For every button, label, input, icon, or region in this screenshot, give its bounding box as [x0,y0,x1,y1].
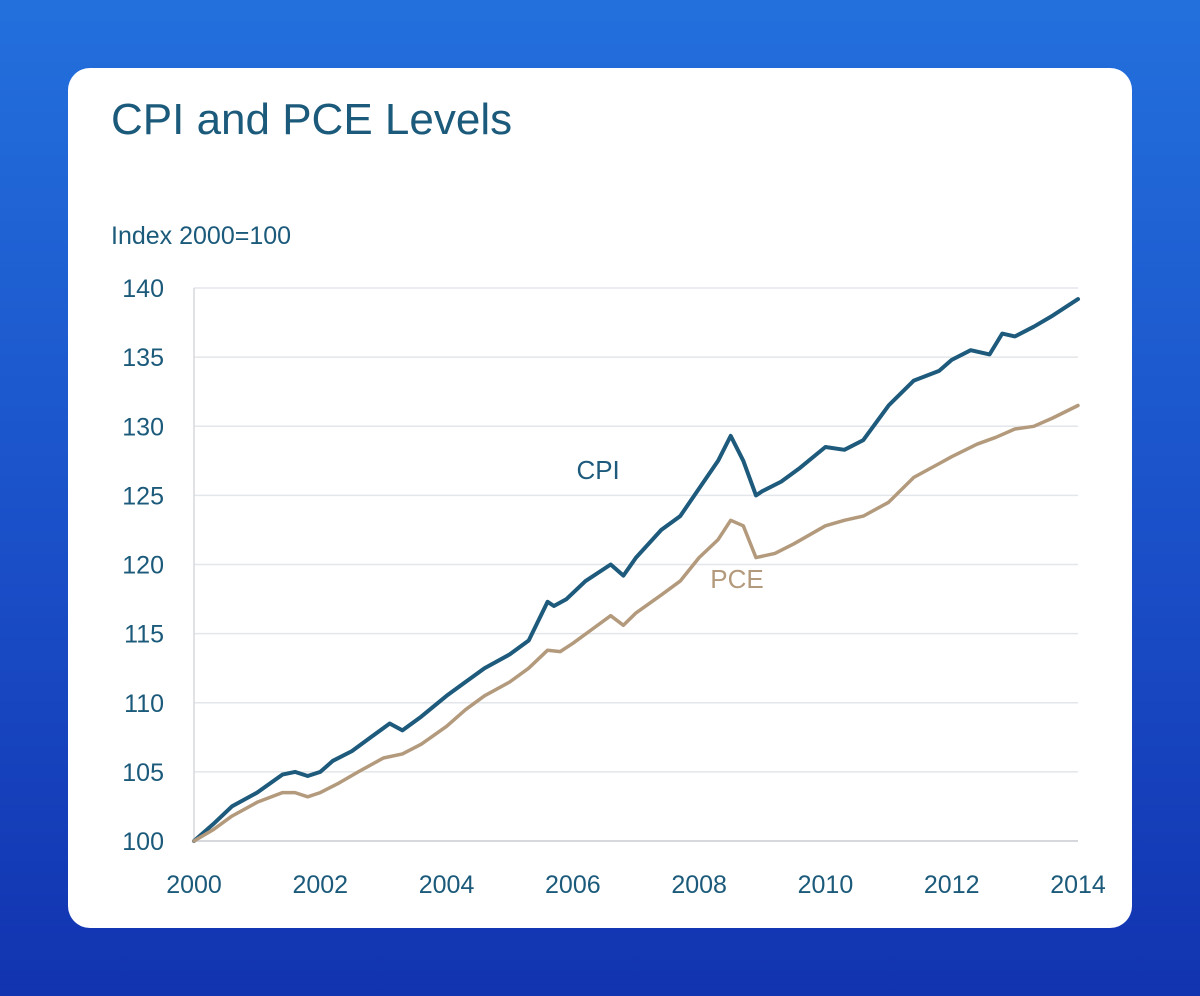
y-tick-label: 120 [122,552,164,580]
y-tick-label: 115 [124,621,164,649]
x-tick-label: 2012 [924,871,980,899]
series-annotations: CPI PCE [576,455,763,594]
y-tick-label: 105 [122,759,164,787]
x-tick-label: 2006 [545,871,601,899]
chart-card: CPI and PCE Levels Index 2000=100 100 105… [68,68,1132,928]
series-line-pce [192,403,1080,843]
x-tick-label: 2000 [166,871,222,899]
y-tick-label: 140 [122,275,164,303]
series-line-cpi [192,297,1080,843]
x-tick-labels: 2000 2002 2004 2006 2008 2010 2012 2014 [166,871,1106,899]
x-tick-label: 2010 [798,871,854,899]
annotation-pce: PCE [710,564,763,594]
x-tick-label: 2004 [419,871,475,899]
gridlines [194,287,1078,773]
y-tick-label: 100 [122,828,164,856]
y-tick-label: 110 [124,690,164,718]
annotation-cpi: CPI [576,455,619,485]
x-tick-label: 2008 [671,871,727,899]
y-tick-label: 125 [122,482,164,510]
y-axis-label: Index 2000=100 [111,222,291,250]
y-tick-labels: 100 105 110 115 120 125 130 135 140 [122,275,164,856]
y-tick-label: 135 [122,344,164,372]
x-tick-label: 2014 [1050,871,1106,899]
x-tick-label: 2002 [292,871,348,899]
axes [193,288,1078,842]
chart-title: CPI and PCE Levels [111,95,512,144]
line-chart: CPI and PCE Levels Index 2000=100 100 105… [111,95,1106,899]
y-tick-label: 130 [122,413,164,441]
series-lines [192,297,1080,843]
